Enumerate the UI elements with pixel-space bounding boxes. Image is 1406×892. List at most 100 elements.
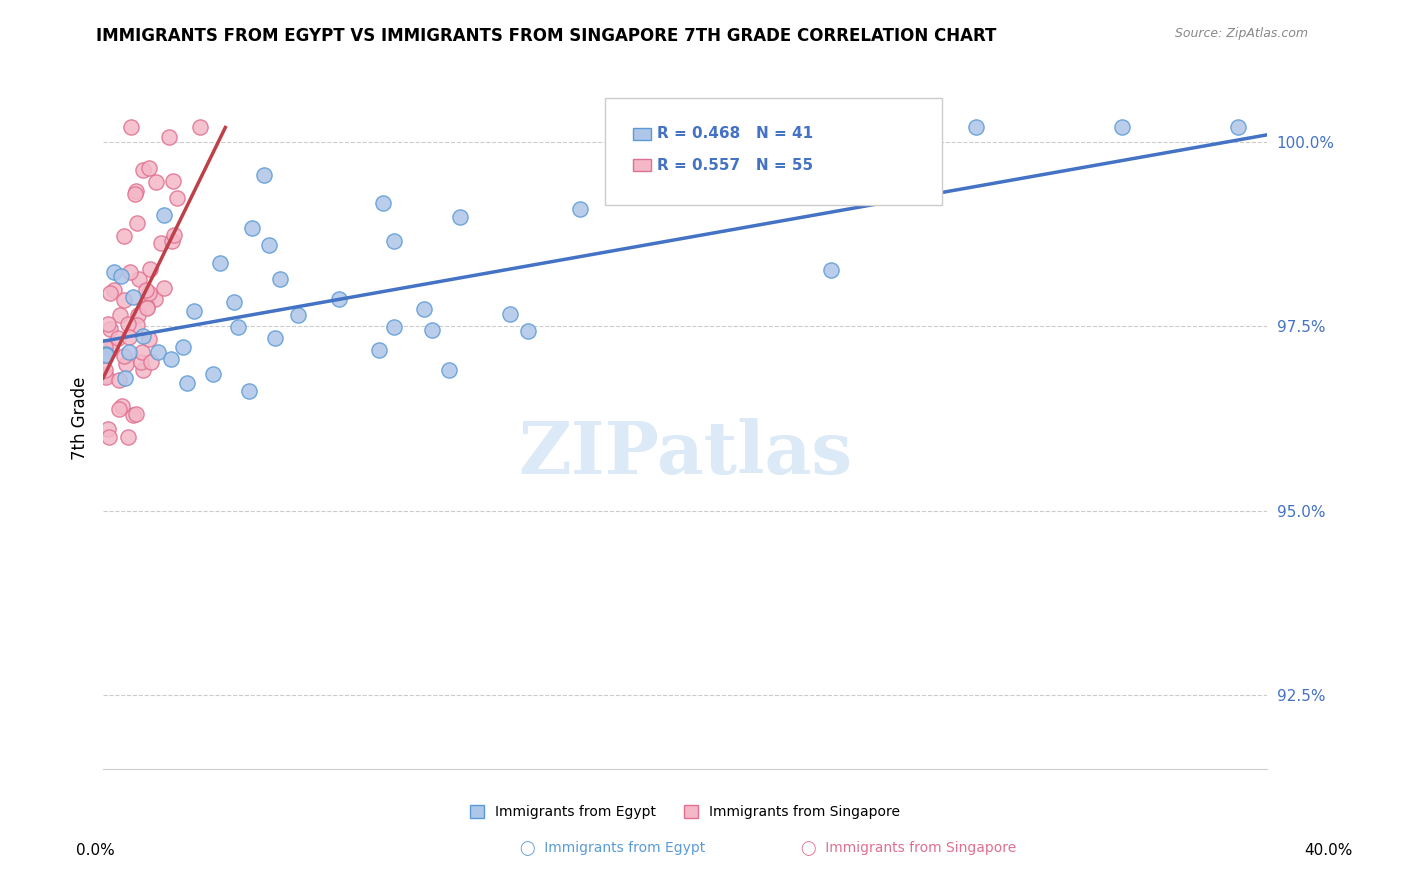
Point — [965, 120, 987, 135]
Point — [139, 355, 162, 369]
Point — [259, 237, 281, 252]
Text: 40.0%: 40.0% — [1305, 843, 1353, 858]
Point — [449, 211, 471, 225]
Point — [1111, 120, 1133, 135]
Point — [124, 187, 146, 202]
Point — [222, 294, 245, 309]
Point — [94, 348, 117, 362]
Point — [160, 234, 183, 248]
Point — [437, 363, 460, 377]
Point — [163, 227, 186, 242]
Point — [420, 323, 443, 337]
Point — [166, 191, 188, 205]
Point — [269, 271, 291, 285]
Point — [121, 408, 143, 422]
Point — [124, 185, 146, 199]
Point — [368, 343, 391, 358]
Point — [120, 120, 142, 135]
Point — [136, 301, 159, 315]
Point — [127, 308, 149, 322]
Point — [238, 384, 260, 399]
Point — [188, 120, 211, 135]
Point — [131, 344, 153, 359]
Text: R = 0.557   N = 55: R = 0.557 N = 55 — [657, 158, 813, 172]
Point — [115, 357, 138, 371]
Point — [97, 422, 120, 436]
Point — [121, 290, 143, 304]
Point — [135, 301, 157, 315]
Point — [118, 265, 141, 279]
Point — [94, 363, 117, 377]
Point — [382, 234, 405, 248]
Point — [108, 373, 131, 387]
Text: 0.0%: 0.0% — [76, 843, 115, 858]
Point — [108, 401, 131, 416]
Point — [183, 303, 205, 318]
Point — [107, 330, 129, 344]
Point — [108, 308, 131, 322]
Point — [138, 286, 160, 301]
Text: ◯  Immigrants from Egypt: ◯ Immigrants from Egypt — [520, 840, 706, 855]
Point — [112, 349, 135, 363]
Point — [149, 235, 172, 250]
Point — [146, 344, 169, 359]
Point — [328, 292, 350, 306]
Point — [127, 216, 149, 230]
Point — [373, 196, 395, 211]
Point — [127, 318, 149, 332]
Point — [172, 340, 194, 354]
Point — [94, 369, 117, 384]
Point — [112, 293, 135, 307]
Point — [135, 283, 157, 297]
Point — [93, 340, 115, 354]
Point — [1226, 120, 1249, 135]
Point — [202, 367, 225, 381]
Text: ZIPatlas: ZIPatlas — [517, 418, 852, 489]
Point — [128, 272, 150, 286]
Point — [499, 307, 522, 321]
Point — [160, 351, 183, 366]
Point — [287, 308, 309, 322]
Y-axis label: 7th Grade: 7th Grade — [72, 377, 89, 460]
Point — [112, 228, 135, 243]
Point — [117, 317, 139, 331]
Point — [129, 355, 152, 369]
Point — [263, 331, 285, 345]
Point — [132, 363, 155, 377]
Point — [111, 399, 134, 413]
Point — [98, 430, 121, 444]
Point — [138, 332, 160, 346]
Point — [97, 317, 120, 331]
Text: Source: ZipAtlas.com: Source: ZipAtlas.com — [1174, 27, 1308, 40]
Point — [100, 286, 122, 301]
Point — [412, 302, 434, 317]
Point — [176, 376, 198, 391]
Point — [382, 320, 405, 334]
Point — [226, 319, 249, 334]
Point — [118, 344, 141, 359]
Legend: Immigrants from Egypt, Immigrants from Singapore: Immigrants from Egypt, Immigrants from S… — [464, 799, 905, 825]
Point — [569, 202, 592, 217]
Text: IMMIGRANTS FROM EGYPT VS IMMIGRANTS FROM SINGAPORE 7TH GRADE CORRELATION CHART: IMMIGRANTS FROM EGYPT VS IMMIGRANTS FROM… — [96, 27, 995, 45]
Point — [152, 208, 174, 222]
Point — [516, 324, 538, 338]
Point — [157, 130, 180, 145]
Point — [117, 329, 139, 343]
Point — [93, 368, 115, 382]
Point — [100, 342, 122, 356]
Point — [131, 162, 153, 177]
Point — [132, 328, 155, 343]
Point — [103, 264, 125, 278]
Point — [138, 161, 160, 176]
Text: ◯  Immigrants from Singapore: ◯ Immigrants from Singapore — [801, 840, 1017, 855]
Text: R = 0.468   N = 41: R = 0.468 N = 41 — [657, 127, 813, 141]
Point — [110, 268, 132, 283]
Point — [98, 321, 121, 335]
Point — [143, 293, 166, 307]
Point — [208, 255, 231, 269]
Point — [162, 174, 184, 188]
Point — [94, 346, 117, 360]
Point — [240, 221, 263, 235]
Point — [820, 262, 842, 277]
Point — [139, 262, 162, 277]
